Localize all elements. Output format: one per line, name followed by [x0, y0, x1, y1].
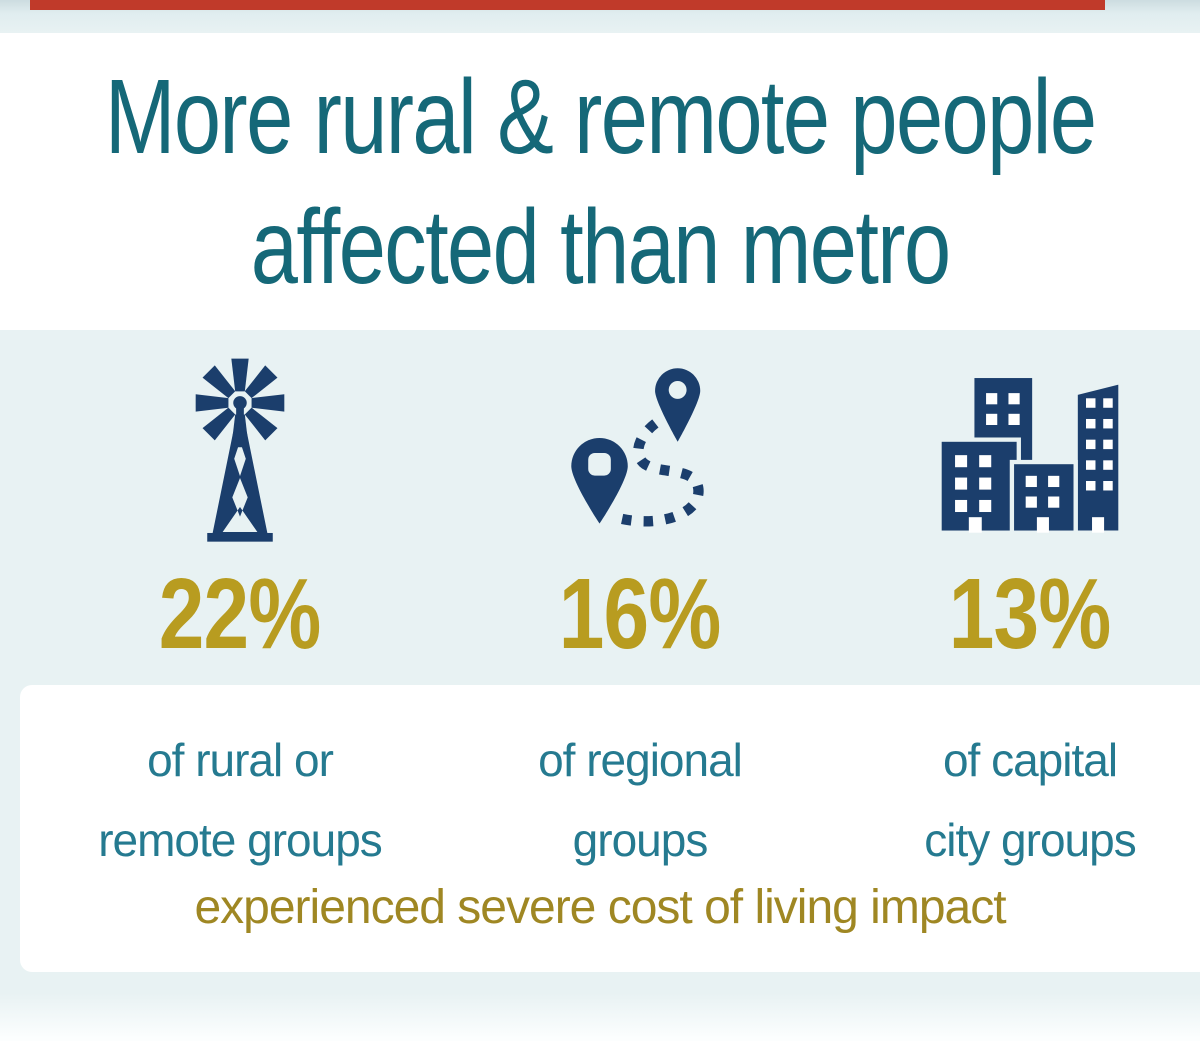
percent-value-regional: 16%: [559, 558, 721, 670]
percent-row-rural: 22%: [60, 564, 420, 664]
footnote: experienced severe cost of living impact: [194, 881, 1006, 934]
route-icon: [460, 345, 820, 560]
label-capital-line2: city groups: [924, 814, 1136, 866]
city-buildings-icon: [850, 345, 1200, 560]
label-rural-line1: of rural or: [147, 734, 334, 786]
title-section: More rural & remote people affected than…: [0, 33, 1200, 330]
percent-value-capital: 13%: [949, 558, 1111, 670]
label-rural-line2: remote groups: [98, 814, 383, 866]
stat-column-capital: 13%: [850, 345, 1200, 664]
label-regional-line1: of regional: [538, 734, 743, 786]
label-capital: of capital city groups: [850, 720, 1200, 880]
label-capital-line1: of capital: [942, 734, 1118, 786]
title-line-2: affected than metro: [250, 187, 951, 306]
label-regional-line2: groups: [572, 814, 709, 866]
label-regional: of regional groups: [460, 720, 820, 880]
labels-card: [20, 685, 1200, 972]
stat-column-regional: 16%: [460, 345, 820, 664]
stat-column-rural: 22%: [60, 345, 420, 664]
percent-row-regional: 16%: [460, 564, 820, 664]
red-accent-bar: [30, 0, 1105, 10]
title-line-1: More rural & remote people: [104, 57, 1097, 176]
page-title: More rural & remote people affected than…: [0, 52, 1200, 312]
label-rural: of rural or remote groups: [60, 720, 420, 880]
percent-row-capital: 13%: [850, 564, 1200, 664]
windmill-icon: [60, 345, 420, 560]
percent-value-rural: 22%: [159, 558, 321, 670]
stats-section: 22% 16%: [0, 330, 1200, 1041]
